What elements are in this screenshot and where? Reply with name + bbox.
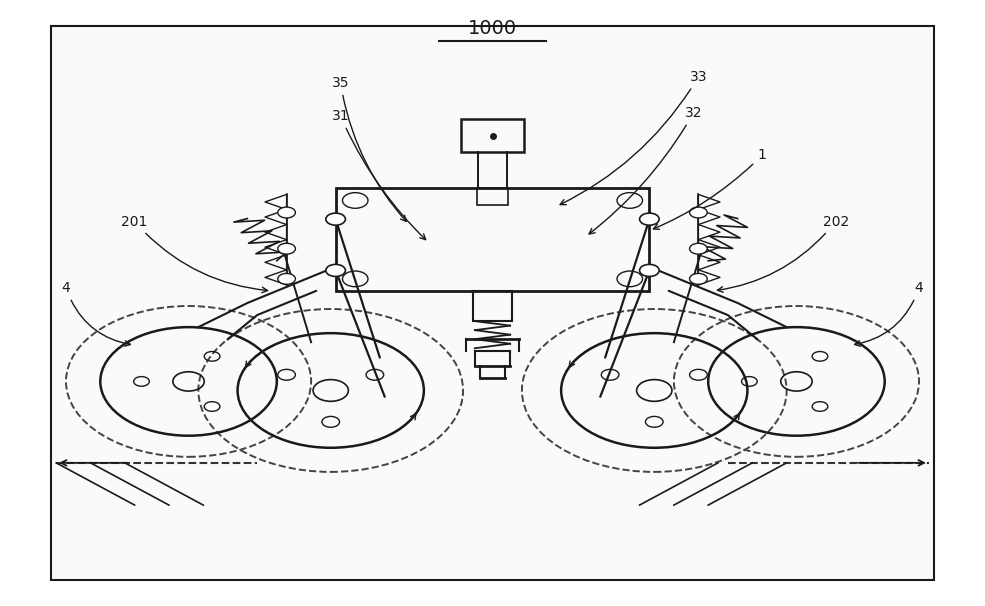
Text: 4: 4 <box>62 281 130 346</box>
Text: 201: 201 <box>121 215 268 293</box>
Circle shape <box>639 264 659 276</box>
Circle shape <box>326 213 346 225</box>
Circle shape <box>278 243 296 254</box>
Circle shape <box>690 273 707 284</box>
Text: 31: 31 <box>332 109 426 239</box>
Circle shape <box>639 213 659 225</box>
Circle shape <box>690 207 707 218</box>
Bar <box>336 188 649 291</box>
Text: 1: 1 <box>653 148 766 229</box>
Bar <box>473 291 512 321</box>
Circle shape <box>326 264 346 276</box>
Bar <box>461 119 524 152</box>
Circle shape <box>690 243 707 254</box>
Circle shape <box>278 273 296 284</box>
Text: 4: 4 <box>855 281 923 346</box>
Bar <box>477 188 508 205</box>
Text: 1000: 1000 <box>468 19 517 38</box>
Text: 32: 32 <box>589 106 702 234</box>
Text: 202: 202 <box>717 215 849 292</box>
Text: 33: 33 <box>560 70 707 205</box>
Text: 35: 35 <box>332 76 406 221</box>
Circle shape <box>278 207 296 218</box>
